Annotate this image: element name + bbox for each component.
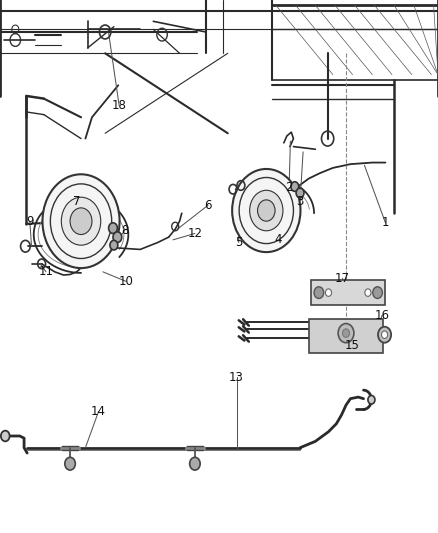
Circle shape <box>61 197 101 245</box>
Text: 9: 9 <box>26 215 34 228</box>
Circle shape <box>343 329 350 337</box>
Circle shape <box>109 223 117 233</box>
Text: 1: 1 <box>381 216 389 229</box>
Circle shape <box>381 331 388 338</box>
Circle shape <box>314 287 324 298</box>
Circle shape <box>190 457 200 470</box>
Circle shape <box>1 431 10 441</box>
Circle shape <box>325 289 332 296</box>
Circle shape <box>110 240 118 250</box>
Text: 7: 7 <box>73 195 81 208</box>
Bar <box>309 319 383 353</box>
Text: 12: 12 <box>187 227 202 240</box>
Circle shape <box>338 324 354 343</box>
Circle shape <box>291 182 299 191</box>
Bar <box>311 280 385 305</box>
Circle shape <box>250 190 283 231</box>
Text: 14: 14 <box>91 405 106 418</box>
Text: 10: 10 <box>119 275 134 288</box>
Circle shape <box>65 457 75 470</box>
Circle shape <box>258 200 275 221</box>
Text: 18: 18 <box>112 99 127 112</box>
Text: 6: 6 <box>204 199 212 212</box>
Circle shape <box>378 327 391 343</box>
Circle shape <box>296 188 304 198</box>
Circle shape <box>42 174 120 268</box>
Circle shape <box>373 287 382 298</box>
Circle shape <box>70 208 92 235</box>
Circle shape <box>232 169 300 252</box>
Text: 4: 4 <box>274 233 282 246</box>
Text: 2: 2 <box>285 181 293 194</box>
Text: 15: 15 <box>345 339 360 352</box>
Text: 17: 17 <box>335 272 350 285</box>
Text: 8: 8 <box>121 224 128 237</box>
Text: 16: 16 <box>374 309 389 322</box>
Text: 3: 3 <box>297 195 304 208</box>
Text: 13: 13 <box>229 371 244 384</box>
Circle shape <box>365 289 371 296</box>
Circle shape <box>368 395 375 404</box>
Text: 11: 11 <box>39 265 53 278</box>
Text: 5: 5 <box>235 236 242 249</box>
Circle shape <box>113 232 122 243</box>
